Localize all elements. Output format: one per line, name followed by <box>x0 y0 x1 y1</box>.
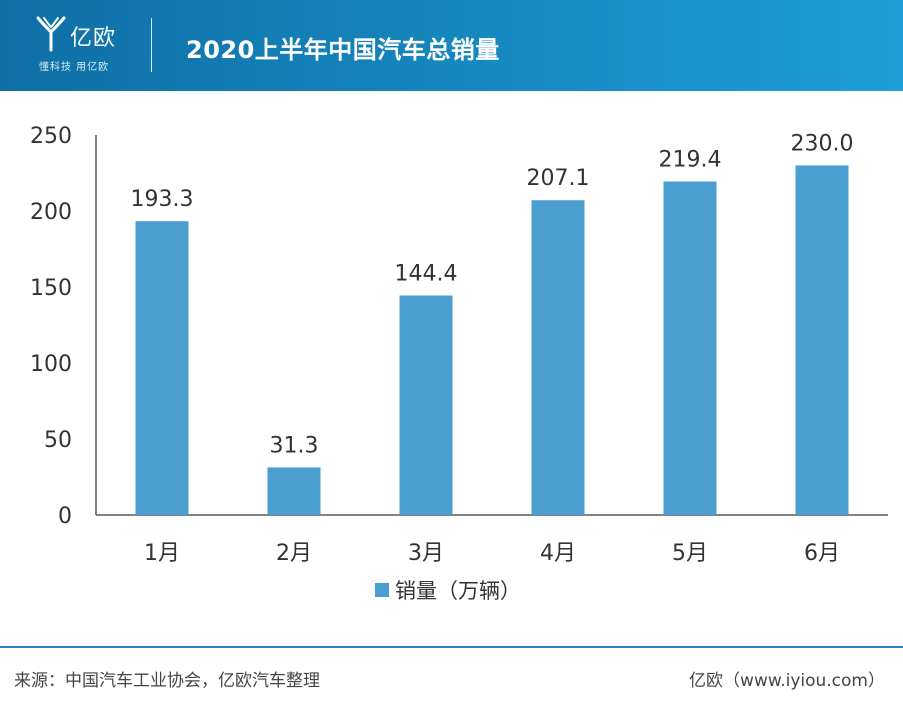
bar <box>267 467 321 515</box>
y-tick-label: 0 <box>58 504 72 529</box>
data-label: 144.4 <box>395 262 458 287</box>
data-label: 207.1 <box>527 166 590 191</box>
x-tick-label: 6月 <box>804 541 840 566</box>
bar-chart: 0 50 100 150 200 250 193.3 1月 31.3 2月 144.4 3月 207.1… <box>30 124 888 566</box>
logo-slogan: 懂科技 用亿欧 <box>39 62 110 73</box>
data-label: 230.0 <box>791 131 854 156</box>
footer-divider <box>0 646 903 648</box>
y-tick-label: 100 <box>30 352 72 377</box>
x-tick-label: 1月 <box>144 541 180 566</box>
source-note: 来源：中国汽车工业协会，亿欧汽车整理 <box>14 671 320 691</box>
y-tick-label: 50 <box>44 428 72 453</box>
data-label: 219.4 <box>659 148 722 173</box>
data-label: 31.3 <box>270 433 319 458</box>
y-tick-label: 200 <box>30 200 72 225</box>
logo-text: 亿欧 <box>70 26 117 51</box>
bar <box>399 295 453 515</box>
y-tick-label: 250 <box>30 124 72 149</box>
y-tick-label: 150 <box>30 276 72 301</box>
x-tick-label: 5月 <box>672 541 708 566</box>
data-label: 193.3 <box>131 187 194 212</box>
bar <box>795 165 849 515</box>
chart-legend: 销量（万辆） <box>375 575 521 605</box>
x-tick-label: 4月 <box>540 541 576 566</box>
brand-credit: 亿欧（www.iyiou.com） <box>689 671 885 691</box>
bar <box>663 181 717 515</box>
legend-swatch <box>375 583 389 597</box>
page-title: 2020上半年中国汽车总销量 <box>186 36 500 64</box>
header-divider <box>151 18 152 72</box>
bar <box>135 221 189 515</box>
x-tick-label: 2月 <box>276 541 312 566</box>
header-banner: 亿欧 懂科技 用亿欧 2020上半年中国汽车总销量 <box>0 0 903 91</box>
x-tick-label: 3月 <box>408 541 444 566</box>
logo-y-icon <box>36 16 66 52</box>
brand-logo: 亿欧 懂科技 用亿欧 <box>35 14 135 76</box>
legend-label: 销量（万辆） <box>395 579 521 603</box>
bar <box>531 200 585 515</box>
